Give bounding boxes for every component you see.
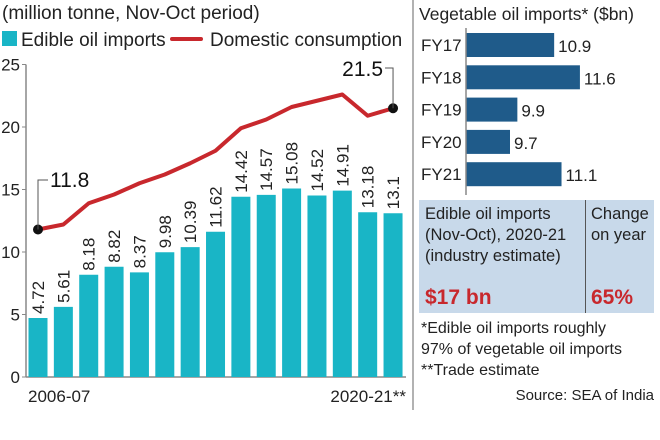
- footnote: 97% of vegetable oil imports: [421, 341, 622, 358]
- bar-label: 14.91: [333, 144, 352, 187]
- bar: [53, 306, 73, 377]
- bar: [206, 231, 226, 377]
- legend-label-consumption: Domestic consumption: [210, 30, 402, 51]
- bar-label: 4.72: [29, 281, 48, 314]
- footnotes: *Edible oil imports roughly 97% of veget…: [421, 318, 660, 381]
- summary-label-line: on year: [591, 226, 647, 244]
- bar: [104, 266, 124, 377]
- bar: [256, 194, 276, 377]
- bar-label: 8.82: [105, 230, 124, 263]
- y-tick-label: 0: [11, 368, 20, 387]
- bar-label: 14.57: [257, 148, 276, 191]
- hbar-title: Vegetable oil imports* ($bn): [419, 4, 634, 24]
- bar-label: 11.62: [207, 186, 226, 227]
- summary-col1: Edible oil imports (Nov-Oct), 2020-21 (i…: [425, 204, 585, 267]
- footnote: *Edible oil imports roughly: [421, 320, 606, 337]
- hbar-label: 9.7: [514, 134, 538, 153]
- bar: [180, 247, 200, 377]
- bar: [79, 274, 99, 377]
- bar-label: 13.18: [359, 166, 378, 209]
- legend-label-imports: Edible oil imports: [21, 30, 166, 51]
- hbar-category: FY20: [421, 133, 462, 152]
- hbar-label: 11.6: [584, 69, 616, 88]
- hbar-label: 9.9: [521, 102, 545, 121]
- summary-value-change: 65%: [591, 286, 634, 309]
- hbar-category: FY21: [421, 165, 462, 184]
- bar: [282, 188, 302, 377]
- bar: [155, 252, 175, 377]
- y-tick-label: 25: [1, 56, 20, 75]
- x-tick-last: 2020-21**: [330, 387, 406, 406]
- bar: [231, 196, 251, 377]
- y-tick-label: 5: [11, 306, 20, 325]
- hbar: [466, 97, 518, 122]
- source-note: Source: SEA of India: [515, 387, 654, 404]
- annotation-leader-first: [37, 179, 48, 230]
- summary-divider: [585, 200, 586, 313]
- hbar-category: FY19: [421, 101, 462, 120]
- annotation-leader-last: [385, 67, 394, 109]
- bar: [383, 213, 403, 377]
- line-path: [37, 92, 394, 232]
- summary-value-imports: $17 bn: [425, 286, 492, 309]
- summary-col2: Change on year: [591, 204, 651, 246]
- bar-label: 8.37: [130, 235, 149, 268]
- bar: [129, 272, 149, 377]
- hbar-category: FY18: [421, 68, 462, 87]
- bar-label: 13.1: [384, 176, 403, 209]
- summary-label-line: Change: [591, 205, 649, 223]
- annotation-last: 21.5: [342, 58, 383, 81]
- annotation-first: 11.8: [50, 169, 89, 192]
- hbar-category: FY17: [421, 36, 462, 55]
- hbar-label: 11.1: [566, 166, 598, 185]
- y-tick-label: 10: [1, 243, 20, 262]
- vegetable-oil-bars: FY17 10.9 FY18 11.6 FY19 9.9 FY20 9.7 FY21 11.1: [421, 28, 616, 195]
- bar-label: 15.08: [283, 142, 302, 185]
- summary-box: Edible oil imports (Nov-Oct), 2020-21 (i…: [419, 200, 654, 313]
- hbar: [466, 33, 555, 57]
- chart-subtitle: (million tonne, Nov-Oct period): [2, 3, 260, 24]
- footnote: **Trade estimate: [421, 362, 540, 379]
- y-tick-label: 15: [1, 181, 20, 200]
- y-tick-label: 20: [1, 118, 20, 137]
- bar-label: 14.52: [308, 149, 327, 192]
- bar-label: 5.61: [54, 270, 73, 303]
- bar-label: 8.18: [80, 238, 99, 271]
- x-tick-first: 2006-07: [28, 387, 90, 406]
- summary-label-line: Edible oil imports: [425, 205, 551, 223]
- hbar-label: 10.9: [558, 37, 591, 56]
- bar: [332, 190, 352, 377]
- consumption-line: 11.8 21.5: [33, 58, 399, 235]
- bar-label: 14.42: [232, 150, 251, 193]
- bar: [358, 212, 378, 377]
- summary-label-line: (industry estimate): [425, 247, 561, 265]
- bar-label: 9.98: [156, 215, 175, 248]
- legend-swatch-imports: [2, 31, 17, 46]
- hbar: [466, 162, 562, 187]
- bar: [307, 195, 327, 377]
- bar-label: 10.39: [181, 201, 200, 244]
- bar: [28, 318, 48, 377]
- hbar: [466, 65, 580, 90]
- summary-label-line: (Nov-Oct), 2020-21: [425, 226, 567, 244]
- import-bars: 4.72 5.61 8.18 8.82 8.37 9.98 10.39 11.62 14.42 1…: [28, 142, 403, 377]
- hbar: [466, 129, 510, 154]
